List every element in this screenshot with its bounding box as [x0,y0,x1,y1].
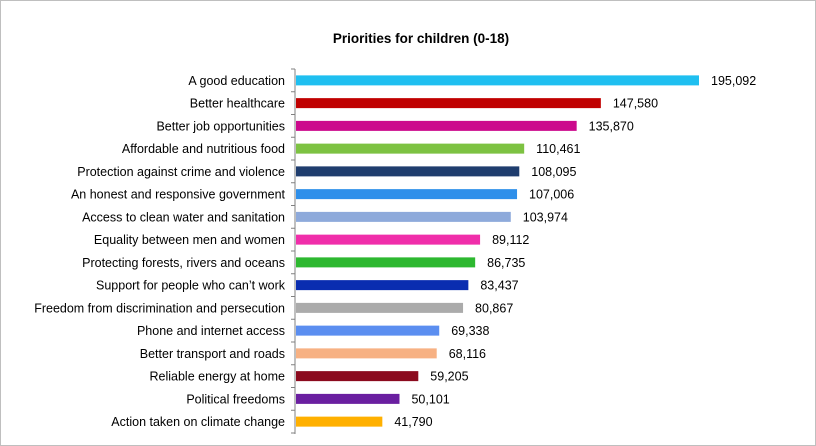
value-label: 89,112 [492,233,529,247]
bar [296,302,464,313]
value-label: 135,870 [589,119,634,133]
value-label: 83,437 [480,279,518,293]
category-label: Reliable energy at home [150,370,286,384]
category-labels: A good education Better healthcare Better … [34,74,286,429]
value-label: 108,095 [531,165,576,179]
value-label: 86,735 [487,256,525,270]
value-label: 50,101 [411,392,449,406]
category-label: Access to clean water and sanitation [82,210,285,224]
value-label: 80,867 [475,301,513,315]
bar [296,234,481,245]
chart-title: Priorities for children (0-18) [333,31,509,46]
category-label: Protection against crime and violence [77,165,285,179]
category-axis-ticks [291,68,295,434]
bar [296,75,699,86]
category-label: Protecting forests, rivers and oceans [82,256,285,270]
category-label: Political freedoms [186,392,285,406]
category-label: Better transport and roads [140,347,285,361]
value-label: 41,790 [394,415,432,429]
value-labels: 195,092 147,580 135,870 110,461 108,095 107,0… [394,74,756,429]
bar [296,393,400,404]
bar [296,257,476,268]
bar [296,211,511,222]
bar [296,280,469,291]
bars [296,75,699,427]
value-label: 68,116 [449,347,486,361]
category-label: A good education [188,74,285,88]
bar [296,371,419,382]
category-label: Affordable and nutritious food [122,142,285,156]
value-label: 69,338 [451,324,489,338]
value-label: 110,461 [536,142,580,156]
value-label: 195,092 [711,74,756,88]
value-label: 147,580 [613,97,658,111]
category-label: An honest and responsive government [71,188,286,202]
bar [296,325,440,336]
bar [296,348,437,359]
category-label: Freedom from discrimination and persecut… [34,301,285,315]
value-label: 107,006 [529,188,574,202]
bar [296,120,577,131]
category-label: Equality between men and women [94,233,285,247]
bar [296,189,518,200]
bar [296,143,525,154]
category-label: Action taken on climate change [111,415,285,429]
bar [296,98,601,109]
category-label: Phone and internet access [137,324,285,338]
value-label: 59,205 [430,370,468,384]
category-label: Better healthcare [190,97,285,111]
value-label: 103,974 [523,210,568,224]
bar [296,416,383,427]
category-label: Support for people who can’t work [96,279,286,293]
category-label: Better job opportunities [156,119,285,133]
bar [296,166,520,177]
